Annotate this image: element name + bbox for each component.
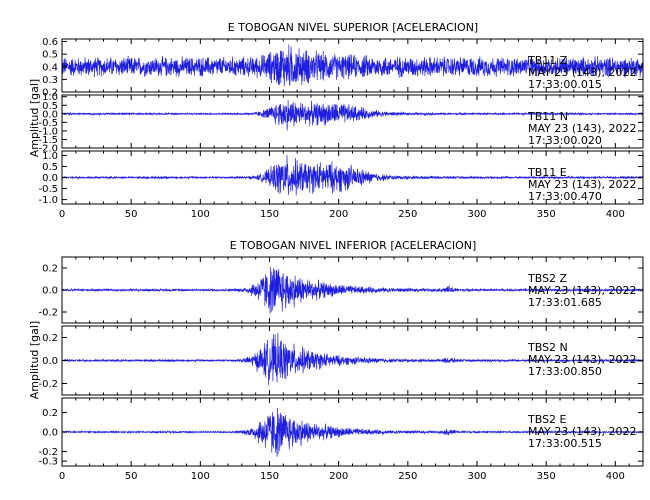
station-date: MAY 23 (143), 2022 (528, 66, 636, 79)
waveform-tbs2-e (62, 408, 643, 457)
station-start-time: 17:33:00.515 (528, 437, 602, 450)
x-tick-label: 350 (537, 471, 556, 482)
x-tick-label: 250 (398, 471, 417, 482)
y-tick-label: 0.0 (42, 356, 58, 367)
x-tick-label: 150 (260, 471, 279, 482)
y-tick-label: -2.0 (38, 144, 58, 155)
y-tick-label: -0.3 (38, 457, 58, 468)
chart-title-inferior: E TOBOGAN NIVEL INFERIOR [ACELERACION] (230, 239, 477, 252)
y-tick-label: -1.0 (38, 195, 58, 206)
y-tick-label: -0.2 (38, 308, 58, 319)
y-tick-label: 0.4 (42, 62, 58, 73)
y-tick-label: 0.0 (42, 173, 58, 184)
y-tick-label: 0.2 (42, 88, 58, 99)
x-tick-label: 0 (59, 471, 65, 482)
x-tick-label: 200 (329, 471, 348, 482)
x-tick-label: 300 (467, 471, 486, 482)
station-date: MAY 23 (143), 2022 (528, 284, 636, 297)
station-start-time: 17:33:00.015 (528, 78, 602, 91)
x-tick-label: 300 (467, 209, 486, 220)
station-label: TB11 Z (527, 54, 568, 67)
y-tick-label: 0.2 (42, 333, 58, 344)
station-start-time: 17:33:00.020 (528, 134, 602, 147)
station-start-time: 17:33:00.470 (528, 190, 602, 203)
station-label: TBS2 Z (527, 272, 568, 285)
y-tick-label: 0.5 (42, 162, 58, 173)
station-label: TBS2 N (527, 341, 568, 354)
x-tick-label: 50 (125, 471, 138, 482)
y-tick-label: 0.3 (42, 75, 58, 86)
y-tick-label: 1.0 (42, 92, 58, 103)
waveform-tb11-n (62, 100, 643, 131)
y-tick-label: 0.5 (42, 50, 58, 61)
station-label: TB11 N (527, 110, 568, 123)
chart-title-superior: E TOBOGAN NIVEL SUPERIOR [ACELERACION] (228, 21, 478, 34)
station-start-time: 17:33:00.850 (528, 365, 602, 378)
x-tick-label: 400 (606, 209, 625, 220)
x-tick-label: 150 (260, 209, 279, 220)
y-tick-label: 0.0 (42, 109, 58, 120)
y-axis-label-inferior: Amplitud [gal] (28, 321, 41, 399)
waveform-tb11-e (62, 155, 643, 196)
station-label: TB11 E (527, 166, 567, 179)
y-axis-label-superior: Amplitud [gal] (28, 79, 41, 157)
y-tick-label: -1.0 (38, 126, 58, 137)
station-start-time: 17:33:01.685 (528, 296, 602, 309)
y-tick-label: 0.2 (42, 264, 58, 275)
y-tick-label: 0.6 (42, 37, 58, 48)
x-tick-label: 400 (606, 471, 625, 482)
x-tick-label: 100 (191, 209, 210, 220)
station-date: MAY 23 (143), 2022 (528, 353, 636, 366)
station-date: MAY 23 (143), 2022 (528, 122, 636, 135)
y-tick-label: 0.0 (42, 428, 58, 439)
x-tick-label: 0 (59, 209, 65, 220)
x-tick-label: 350 (537, 209, 556, 220)
x-tick-label: 200 (329, 209, 348, 220)
waveform-tbs2-z (62, 266, 643, 314)
x-tick-label: 100 (191, 471, 210, 482)
station-date: MAY 23 (143), 2022 (528, 178, 636, 191)
y-tick-label: -1.5 (38, 135, 58, 146)
y-tick-label: -0.5 (38, 118, 58, 129)
y-tick-label: -0.2 (38, 379, 58, 390)
y-tick-label: -0.5 (38, 184, 58, 195)
waveform-tbs2-n (62, 332, 643, 386)
y-tick-label: -0.2 (38, 447, 58, 458)
waveform-tb11-z (62, 44, 643, 87)
x-tick-label: 250 (398, 209, 417, 220)
y-tick-label: 0.5 (42, 101, 58, 112)
station-label: TBS2 E (527, 413, 567, 426)
y-tick-label: 0.2 (42, 408, 58, 419)
y-tick-label: 1.0 (42, 151, 58, 162)
station-date: MAY 23 (143), 2022 (528, 425, 636, 438)
x-tick-label: 50 (125, 209, 138, 220)
y-tick-label: 0.0 (42, 286, 58, 297)
